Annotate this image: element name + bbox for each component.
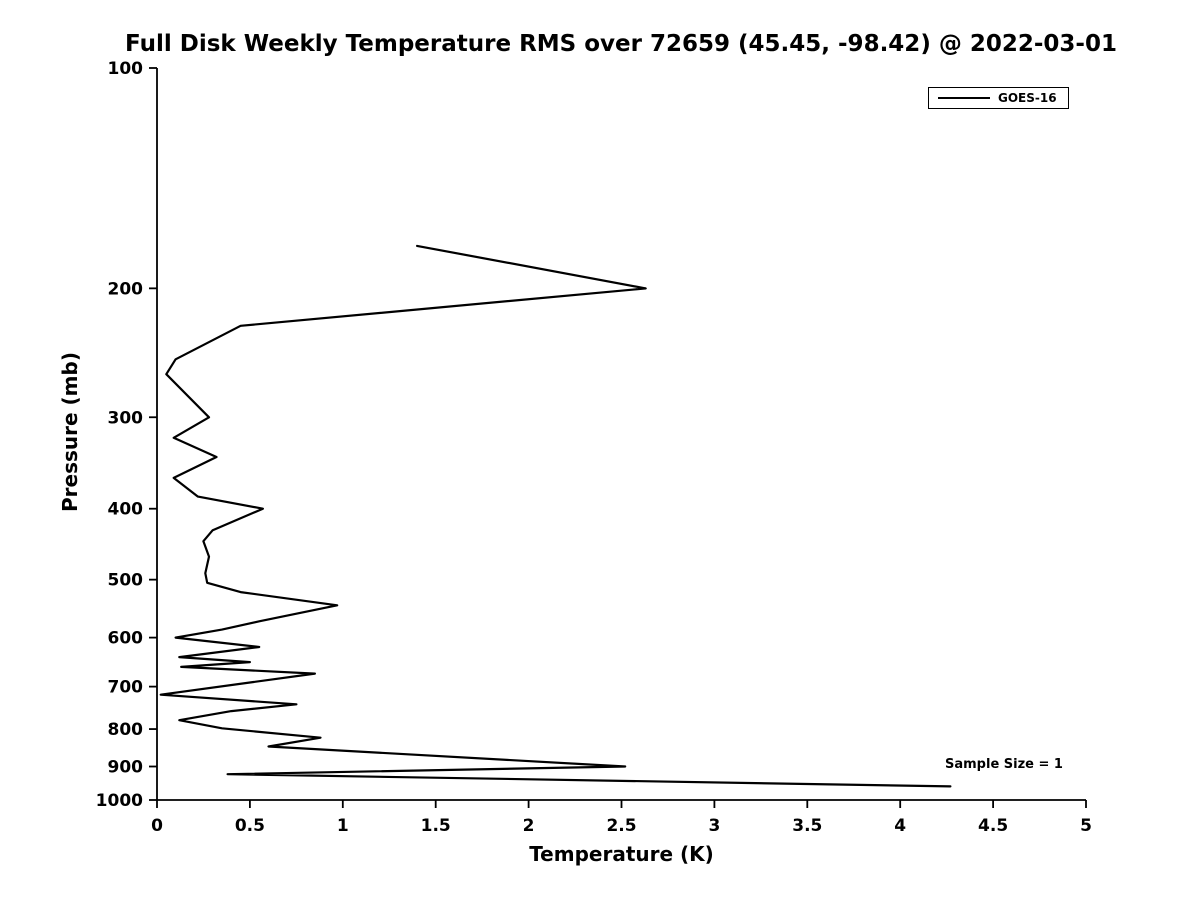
y-tick-label: 100 <box>108 59 144 79</box>
y-tick-label: 300 <box>108 408 144 428</box>
x-tick-label: 4.5 <box>978 816 1008 836</box>
series-line-goes-16 <box>159 244 952 788</box>
y-axis-label: Pressure (mb) <box>58 352 82 512</box>
x-axis-label: Temperature (K) <box>529 842 714 866</box>
x-tick-label: 1 <box>337 816 349 836</box>
y-tick-label: 1000 <box>96 791 143 811</box>
y-tick-label: 400 <box>108 500 144 520</box>
x-tick-label: 0.5 <box>235 816 265 836</box>
x-tick-label: 3.5 <box>792 816 822 836</box>
x-tick-label: 3 <box>708 816 720 836</box>
y-tick-label: 200 <box>108 279 144 299</box>
y-tick-label: 800 <box>108 720 144 740</box>
x-tick-label: 5 <box>1080 816 1092 836</box>
y-tick-label: 700 <box>108 678 144 698</box>
sample-size-annotation: Sample Size = 1 <box>945 757 1063 772</box>
x-tick-label: 2 <box>523 816 535 836</box>
y-tick-label: 600 <box>108 629 144 649</box>
x-tick-label: 1.5 <box>421 816 451 836</box>
legend: GOES-16 <box>928 87 1069 109</box>
x-tick-label: 2.5 <box>606 816 636 836</box>
chart-title: Full Disk Weekly Temperature RMS over 72… <box>125 31 1117 57</box>
y-tick-label: 900 <box>108 758 144 778</box>
y-tick-label: 500 <box>108 571 144 591</box>
x-tick-label: 4 <box>894 816 906 836</box>
legend-line-sample <box>938 97 990 99</box>
x-tick-label: 0 <box>151 816 163 836</box>
legend-label: GOES-16 <box>998 91 1057 105</box>
